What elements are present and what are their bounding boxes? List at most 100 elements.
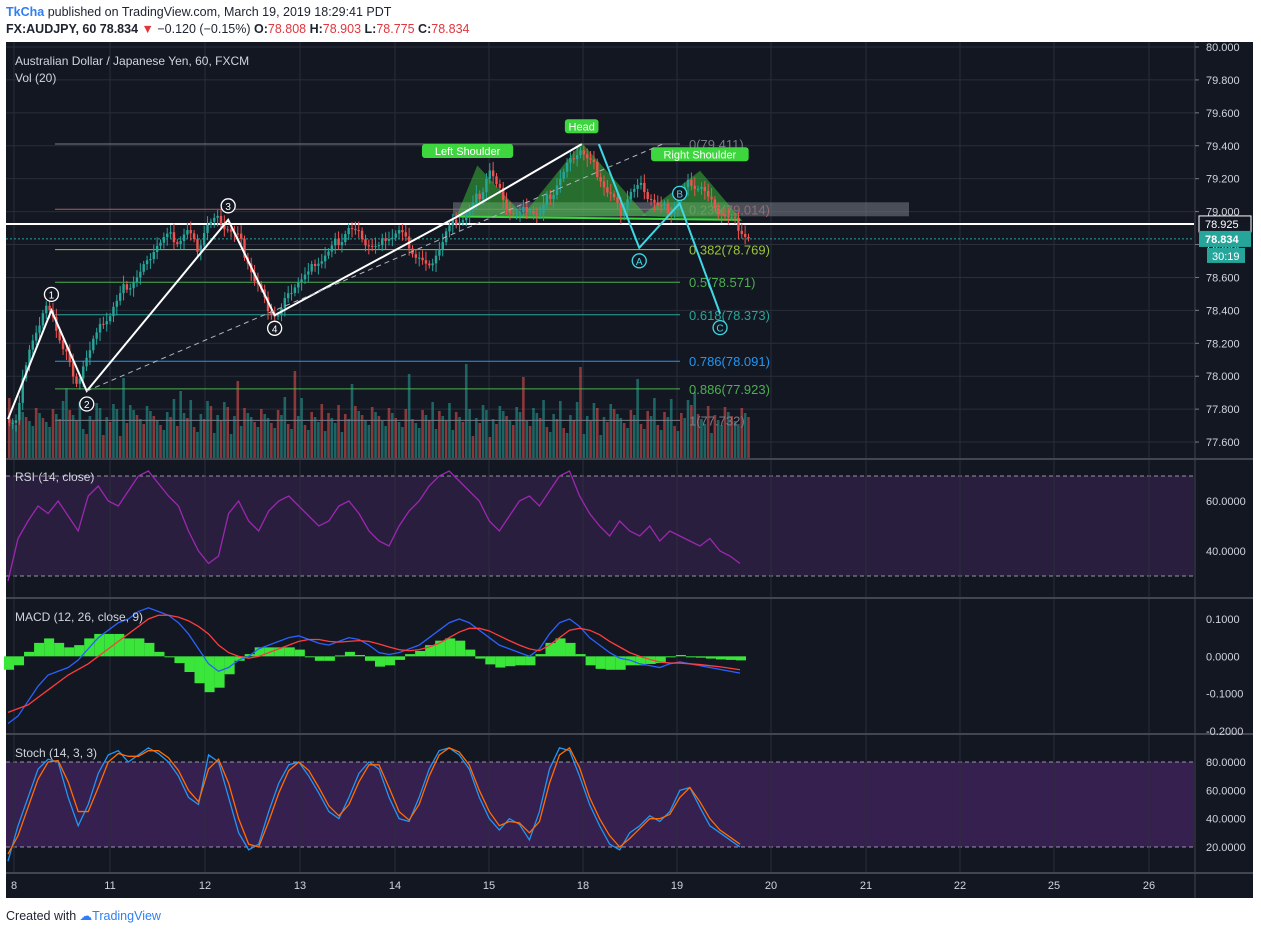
macd-histogram-bar (74, 645, 85, 657)
macd-histogram-bar (655, 656, 666, 664)
candle-body (586, 154, 589, 159)
macd-histogram-bar (725, 656, 736, 660)
candle-body (310, 264, 313, 272)
volume-bar (340, 432, 344, 458)
candle-body (125, 284, 129, 290)
author-link[interactable]: TkCha (6, 5, 45, 19)
candle-body (485, 179, 488, 193)
candle-body (397, 230, 401, 234)
volume-bar (747, 417, 750, 458)
trend-channel (86, 143, 663, 392)
candle-body (108, 316, 112, 322)
macd-histogram-bar (64, 647, 75, 657)
volume-bar (639, 424, 643, 458)
volume-bar (622, 423, 626, 458)
fib-label-4: 0.618(78.373) (689, 308, 770, 323)
annotation-2: Right Shoulder (663, 149, 736, 161)
candle-body (122, 284, 125, 294)
volume-bar (434, 429, 438, 458)
volume-bar (92, 421, 95, 458)
candle-body (370, 245, 374, 247)
volume-bar (216, 415, 219, 458)
wave-label-3: 4 (272, 324, 278, 335)
volume-bar (176, 426, 179, 458)
volume-bar (569, 415, 572, 458)
candle-body (391, 237, 394, 239)
candle-body (340, 242, 344, 246)
macd-histogram-bar (164, 656, 175, 658)
candle-body (65, 349, 68, 352)
candle-body (155, 245, 159, 252)
volume-bar (360, 415, 364, 458)
volume-bar (199, 414, 203, 458)
macd-histogram-bar (485, 656, 496, 665)
price-tick-0: 80.000 (1206, 42, 1240, 54)
candle-body (102, 323, 105, 325)
price-tick-9: 78.200 (1206, 338, 1240, 350)
macd-histogram-bar (525, 656, 536, 666)
tradingview-logo-icon[interactable]: ☁ (79, 909, 93, 923)
volume-bar (323, 431, 327, 458)
volume-bar (673, 426, 676, 458)
volume-bar (421, 410, 424, 458)
high-value: 78.903 (322, 22, 362, 36)
volume-bar (337, 405, 340, 458)
candle-body (34, 332, 38, 341)
wave-marker-3 (266, 320, 283, 336)
macd-histogram-bar (174, 656, 185, 664)
volume-bar (535, 413, 539, 458)
candle-body (639, 182, 643, 185)
candle-body (737, 217, 740, 231)
volume-bar (283, 397, 287, 458)
price-axis[interactable]: 80.00079.80079.60079.40079.20079.00078.8… (1195, 42, 1252, 854)
volume-bar (270, 423, 273, 458)
tradingview-brand[interactable]: TradingView (92, 909, 161, 923)
candle-body (525, 206, 528, 212)
candle-body (169, 232, 172, 234)
volume-bar (34, 408, 38, 458)
volume-bar (239, 426, 243, 458)
volume-bar (508, 420, 512, 458)
macd-histogram-bar (204, 656, 215, 693)
candle-body (213, 217, 216, 222)
volume-bar (115, 409, 119, 458)
volume-bar (364, 420, 367, 458)
volume-bar (223, 402, 226, 458)
volume-bar (696, 414, 700, 458)
volume-bar (612, 409, 616, 458)
macd-histogram-bar (294, 649, 305, 657)
candle-body (454, 219, 458, 224)
volume-bar (273, 428, 277, 458)
volume-bars (8, 364, 750, 458)
volume-bar (142, 424, 145, 458)
candle-body (572, 158, 575, 160)
candle-body (179, 241, 182, 244)
time-axis[interactable]: 8 11 12 13 14 15 18 19 20 21 22 25 26 (11, 880, 1155, 892)
candle-body (334, 238, 337, 246)
volume-bar (246, 413, 250, 458)
volume-bar (471, 436, 475, 458)
candle-body (612, 193, 616, 198)
candle-body (8, 418, 11, 423)
countdown-bg (1207, 247, 1245, 263)
candle-body (41, 313, 45, 326)
price-tick-12: 77.600 (1206, 437, 1240, 449)
macd-histogram-bar (455, 640, 466, 657)
volume-bar (653, 398, 656, 458)
volume-bar (108, 422, 112, 458)
low-value: 78.775 (376, 22, 415, 36)
volume-bar (727, 412, 730, 458)
volume-bar (659, 430, 663, 458)
publish-line: TkCha published on TradingView.com, Marc… (6, 4, 469, 21)
candle-body (337, 238, 340, 246)
volume-bar (125, 423, 129, 458)
candle-body (495, 176, 498, 185)
volume-bar (169, 417, 172, 458)
volume-bar (256, 427, 260, 458)
candle-body (498, 184, 502, 188)
volume-bar (75, 420, 78, 458)
candle-body (528, 210, 532, 212)
candle-body (330, 245, 334, 252)
volume-bar (589, 421, 592, 458)
